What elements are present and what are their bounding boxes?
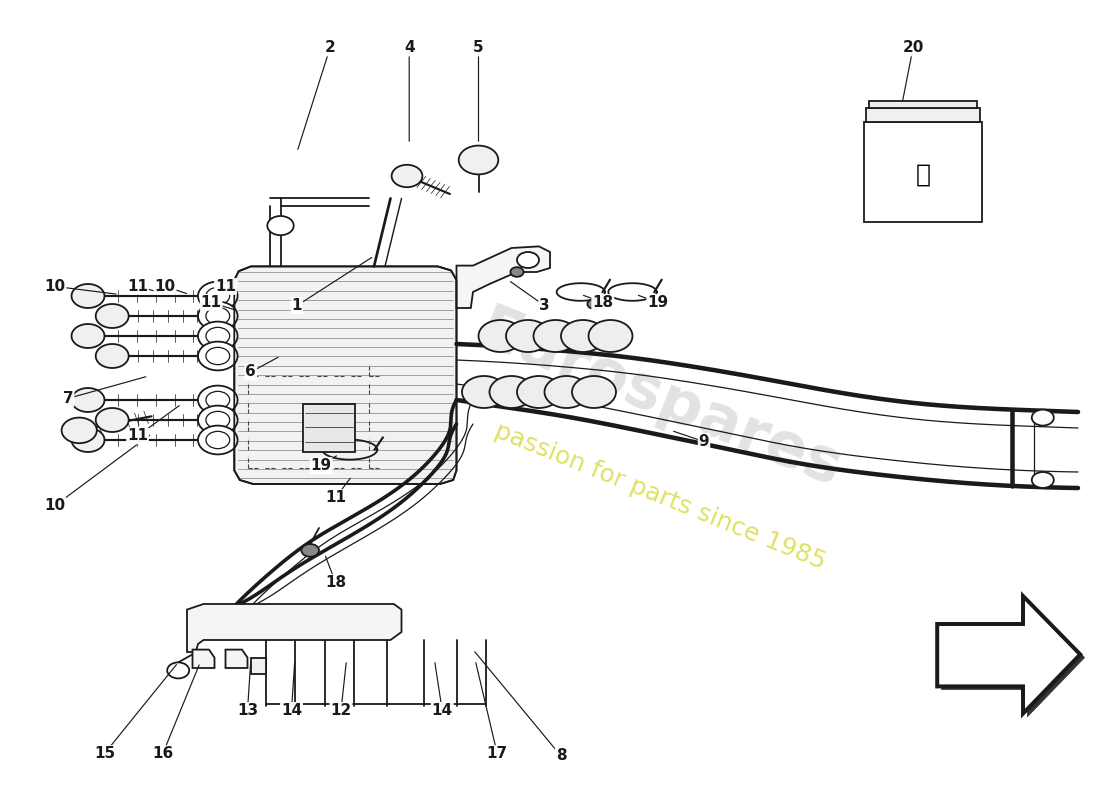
Circle shape	[1032, 410, 1054, 426]
Circle shape	[478, 320, 522, 352]
Circle shape	[206, 411, 230, 429]
Text: 2: 2	[324, 41, 336, 55]
Text: 11: 11	[200, 295, 222, 310]
Text: 7: 7	[63, 391, 74, 406]
Circle shape	[206, 327, 230, 345]
Circle shape	[167, 662, 189, 678]
Circle shape	[588, 320, 632, 352]
Circle shape	[534, 320, 578, 352]
Circle shape	[100, 307, 124, 325]
Circle shape	[506, 320, 550, 352]
Text: 19: 19	[310, 458, 332, 473]
Bar	[866, 108, 980, 122]
Circle shape	[76, 327, 100, 345]
Bar	[864, 122, 982, 222]
Circle shape	[198, 322, 238, 350]
Circle shape	[459, 146, 498, 174]
Circle shape	[206, 307, 230, 325]
Polygon shape	[942, 599, 1085, 717]
Circle shape	[198, 426, 238, 454]
Circle shape	[206, 287, 230, 305]
Text: 20: 20	[902, 41, 924, 55]
Text: 14: 14	[431, 703, 453, 718]
Circle shape	[96, 344, 129, 368]
Polygon shape	[187, 604, 402, 652]
Text: 19: 19	[647, 295, 669, 310]
Text: 17: 17	[486, 746, 508, 761]
Bar	[302, 404, 355, 452]
Circle shape	[517, 376, 561, 408]
Text: 15: 15	[94, 746, 115, 761]
Circle shape	[198, 282, 238, 310]
Polygon shape	[937, 596, 1080, 714]
Bar	[251, 658, 266, 674]
Bar	[869, 101, 977, 108]
Circle shape	[76, 287, 100, 305]
Circle shape	[396, 168, 418, 184]
Circle shape	[72, 388, 104, 412]
Text: 12: 12	[330, 703, 352, 718]
Circle shape	[267, 216, 294, 235]
Circle shape	[76, 431, 100, 449]
Text: 10: 10	[44, 279, 66, 294]
Text: 🐎: 🐎	[915, 162, 931, 186]
Text: Eurospares: Eurospares	[470, 300, 850, 500]
Text: 6: 6	[245, 365, 256, 379]
Text: 11: 11	[214, 279, 236, 294]
Polygon shape	[234, 266, 456, 484]
Text: 8: 8	[556, 749, 566, 763]
Circle shape	[572, 376, 616, 408]
Text: 4: 4	[404, 41, 415, 55]
Circle shape	[206, 431, 230, 449]
Circle shape	[72, 324, 104, 348]
Text: 3: 3	[539, 298, 550, 313]
Circle shape	[100, 347, 124, 365]
Circle shape	[462, 376, 506, 408]
Text: 1: 1	[292, 298, 302, 313]
Circle shape	[561, 320, 605, 352]
Text: 11: 11	[126, 429, 148, 443]
Circle shape	[206, 347, 230, 365]
Text: 14: 14	[280, 703, 302, 718]
Polygon shape	[456, 246, 550, 308]
Circle shape	[198, 386, 238, 414]
Text: 11: 11	[126, 279, 148, 294]
Circle shape	[544, 376, 588, 408]
Circle shape	[1032, 472, 1054, 488]
Text: 18: 18	[324, 575, 346, 590]
Circle shape	[96, 304, 129, 328]
Text: 10: 10	[44, 498, 66, 513]
Circle shape	[96, 408, 129, 432]
Circle shape	[62, 418, 97, 443]
Circle shape	[587, 299, 601, 309]
Circle shape	[66, 421, 92, 440]
Circle shape	[198, 406, 238, 434]
Circle shape	[100, 411, 124, 429]
Text: 16: 16	[152, 746, 174, 761]
Circle shape	[198, 342, 238, 370]
Circle shape	[517, 252, 539, 268]
Text: 13: 13	[236, 703, 258, 718]
Circle shape	[72, 428, 104, 452]
Circle shape	[301, 544, 319, 557]
Circle shape	[206, 391, 230, 409]
Text: 11: 11	[324, 490, 346, 505]
Text: 9: 9	[698, 434, 710, 449]
Circle shape	[392, 165, 422, 187]
Text: 5: 5	[473, 41, 484, 55]
Polygon shape	[192, 650, 215, 668]
Text: passion for parts since 1985: passion for parts since 1985	[491, 418, 829, 574]
Circle shape	[76, 391, 100, 409]
Circle shape	[510, 267, 524, 277]
Text: 10: 10	[154, 279, 176, 294]
Circle shape	[198, 302, 238, 330]
Circle shape	[490, 376, 534, 408]
Polygon shape	[226, 650, 248, 668]
Circle shape	[72, 284, 104, 308]
Text: 18: 18	[592, 295, 614, 310]
